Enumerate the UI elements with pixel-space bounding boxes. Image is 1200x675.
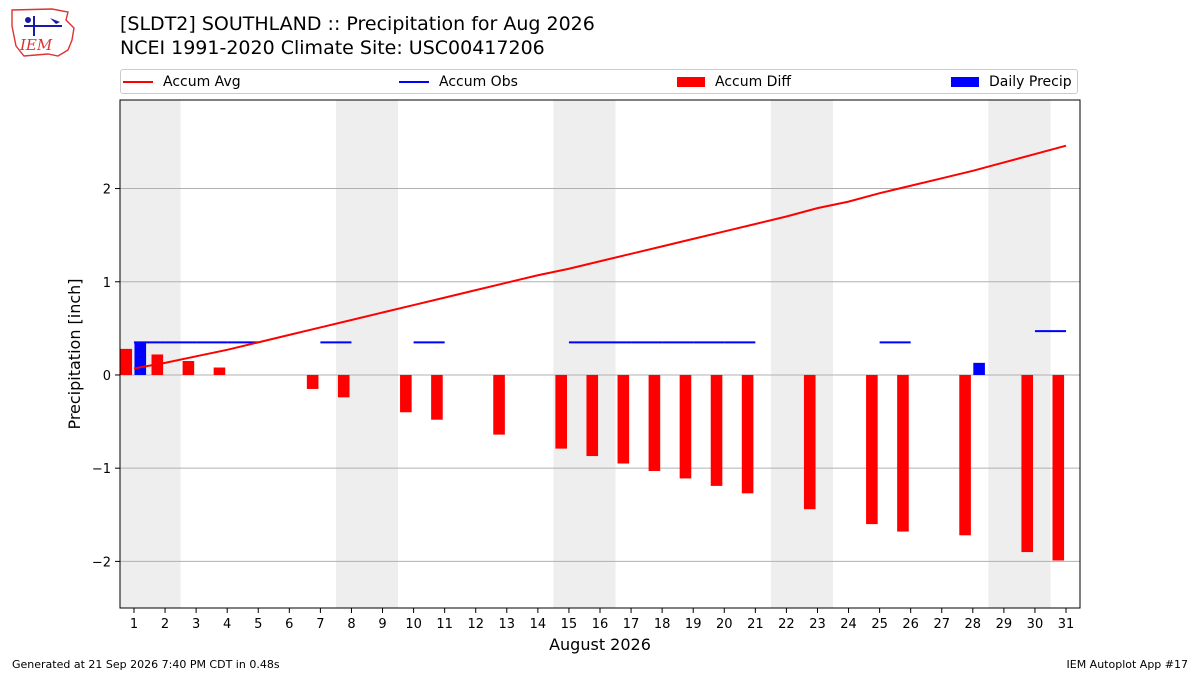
legend-swatch-daily-precip xyxy=(951,76,979,87)
x-tick-label: 12 xyxy=(467,617,484,632)
y-tick-label: 1 xyxy=(103,276,111,291)
legend-item-accum-obs: Accum Obs xyxy=(399,70,518,93)
accum-diff-bar xyxy=(741,374,754,494)
x-tick-label: 19 xyxy=(685,617,702,632)
accum-diff-bar xyxy=(213,367,226,375)
daily-precip-bar xyxy=(973,362,985,375)
x-tick-label: 27 xyxy=(933,617,950,632)
autoplot-app-label: IEM Autoplot App #17 xyxy=(1066,658,1189,671)
accum-avg-line xyxy=(133,144,1067,370)
accum-diff-bar xyxy=(555,374,567,449)
x-tick-label: 9 xyxy=(378,617,386,632)
accum-diff-bar xyxy=(493,374,505,435)
x-tick-label: 20 xyxy=(716,617,733,632)
accum-diff-bar xyxy=(337,374,350,398)
y-tick-label: 2 xyxy=(103,183,111,198)
accum-diff-bar xyxy=(400,374,412,413)
svg-text:IEM: IEM xyxy=(19,36,53,54)
accum-diff-bar xyxy=(120,348,133,375)
x-tick-label: 1 xyxy=(130,617,138,632)
weekend-shade-4 xyxy=(988,100,1051,608)
y-tick-label: −1 xyxy=(92,462,111,477)
legend-item-accum-diff: Accum Diff xyxy=(677,70,791,93)
accum-diff-bar xyxy=(648,374,661,471)
legend-item-daily-precip: Daily Precip xyxy=(951,70,1072,93)
x-tick-label: 21 xyxy=(747,617,764,632)
accum-diff-bar xyxy=(617,374,630,464)
x-tick-label: 6 xyxy=(285,617,293,632)
accum-diff-bar xyxy=(586,374,599,457)
legend-label-accum-diff: Accum Diff xyxy=(715,73,792,90)
weekend-shade-3 xyxy=(770,100,834,608)
daily-precip-bar xyxy=(134,342,147,375)
legend-swatch-accum-diff xyxy=(677,76,705,87)
y-axis-label: Precipitation [inch] xyxy=(65,278,84,429)
x-tick-label: 7 xyxy=(316,617,324,632)
y-tick-label: −2 xyxy=(92,555,111,570)
legend-label-accum-avg: Accum Avg xyxy=(163,73,241,90)
x-tick-label: 30 xyxy=(1027,617,1044,632)
title-line-2: NCEI 1991-2020 Climate Site: USC00417206 xyxy=(120,37,545,59)
x-tick-label: 3 xyxy=(192,617,200,632)
x-tick-label: 4 xyxy=(223,617,231,632)
accum-diff-bar xyxy=(182,360,195,375)
x-tick-label: 8 xyxy=(347,617,355,632)
x-tick-label: 29 xyxy=(996,617,1013,632)
x-tick-label: 14 xyxy=(530,617,547,632)
legend-label-accum-obs: Accum Obs xyxy=(439,73,518,90)
x-tick-label: 13 xyxy=(499,617,516,632)
title-line-1: [SLDT2] SOUTHLAND :: Precipitation for A… xyxy=(120,13,595,35)
accum-diff-bar xyxy=(306,374,319,389)
x-tick-label: 26 xyxy=(902,617,919,632)
x-tick-label: 31 xyxy=(1058,617,1075,632)
x-tick-label: 28 xyxy=(965,617,982,632)
y-tick-label: 0 xyxy=(103,369,111,384)
x-tick-label: 23 xyxy=(809,617,826,632)
x-tick-label: 18 xyxy=(654,617,671,632)
accum-diff-bar xyxy=(897,374,909,532)
iem-logo: IEM xyxy=(11,8,75,57)
accum-diff-bar xyxy=(679,374,692,479)
accum-diff-bar xyxy=(959,374,971,536)
legend-swatch-accum-avg xyxy=(123,80,153,83)
x-tick-label: 24 xyxy=(840,617,857,632)
x-tick-label: 22 xyxy=(778,617,795,632)
legend-label-daily-precip: Daily Precip xyxy=(989,73,1072,90)
accum-diff-bar xyxy=(803,374,816,510)
x-tick-label: 16 xyxy=(592,617,609,632)
accum-diff-bar xyxy=(866,374,878,525)
x-tick-label: 17 xyxy=(623,617,640,632)
accum-diff-bar xyxy=(1021,374,1034,553)
accum-diff-bar xyxy=(1052,374,1065,561)
x-tick-label: 10 xyxy=(405,617,422,632)
x-tick-label: 5 xyxy=(254,617,262,632)
x-tick-label: 11 xyxy=(436,617,453,632)
weekend-shade-1 xyxy=(335,100,399,608)
x-tick-label: 15 xyxy=(561,617,578,632)
generated-timestamp: Generated at 21 Sep 2026 7:40 PM CDT in … xyxy=(12,658,280,671)
chart-legend: Accum Avg Accum Obs Accum Diff Daily Pre… xyxy=(120,69,1078,94)
x-axis-label: August 2026 xyxy=(549,635,651,654)
legend-item-accum-avg: Accum Avg xyxy=(123,70,241,93)
chart-title: [SLDT2] SOUTHLAND :: Precipitation for A… xyxy=(120,12,595,60)
x-tick-label: 2 xyxy=(161,617,169,632)
weekend-shade-2 xyxy=(553,100,616,608)
accum-diff-bar xyxy=(710,374,723,486)
accum-diff-bar xyxy=(431,374,443,420)
legend-swatch-accum-obs xyxy=(399,80,429,83)
x-tick-label: 25 xyxy=(871,617,888,632)
